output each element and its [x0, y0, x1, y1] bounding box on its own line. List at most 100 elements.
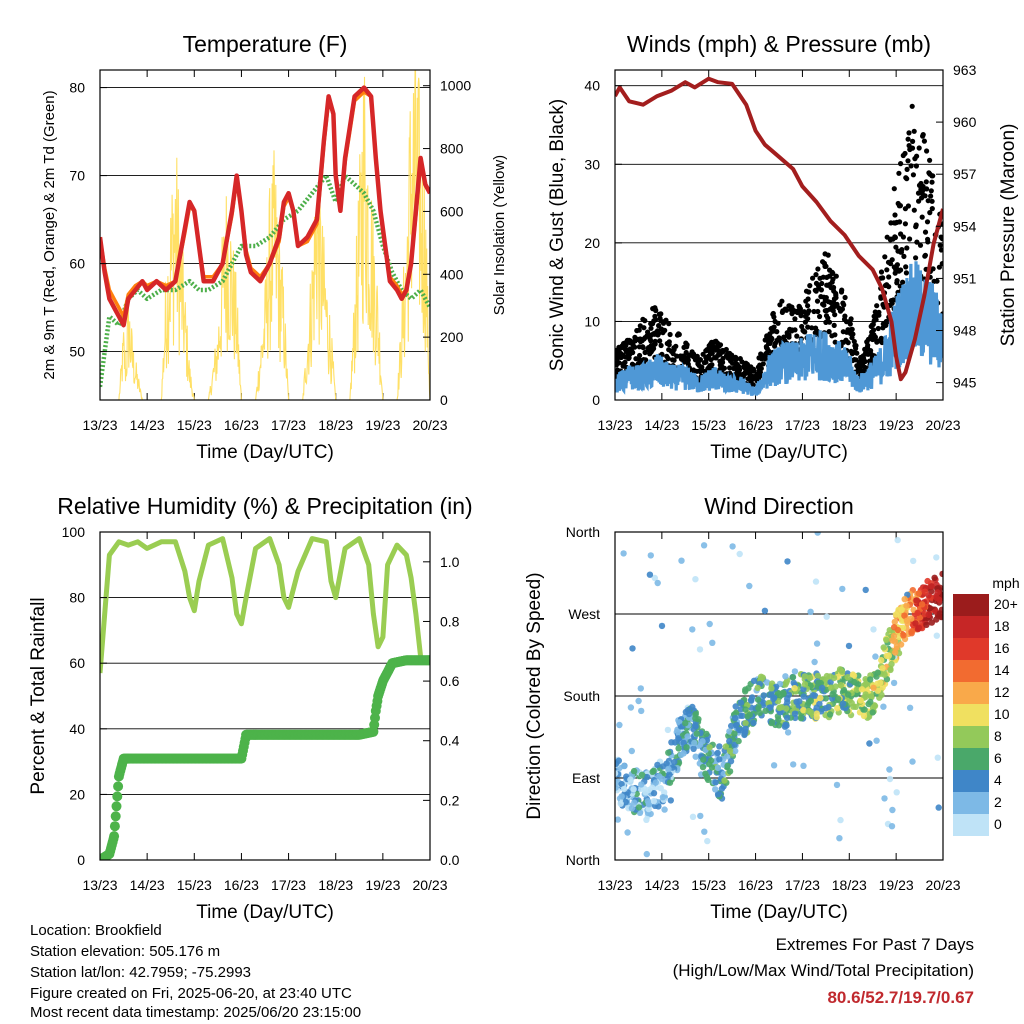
gust-point	[910, 138, 916, 144]
direction-point	[775, 689, 782, 697]
direction-point	[693, 730, 700, 737]
plot-frame	[614, 69, 944, 401]
extremes-title: Extremes For Past 7 Days	[775, 935, 974, 954]
gust-point	[809, 325, 815, 331]
direction-point	[683, 744, 690, 751]
direction-point	[885, 652, 892, 659]
gust-point	[637, 336, 643, 342]
y-tick-label: West	[568, 606, 600, 622]
y2-tick-label: 0.6	[440, 673, 460, 689]
y-axis-label: Percent & Total Rainfall	[28, 597, 49, 794]
gust-point	[832, 339, 838, 345]
y-tick-label: 20	[69, 786, 85, 802]
direction-point	[867, 676, 874, 683]
direction-point	[892, 611, 900, 618]
direction-point	[709, 639, 716, 646]
gust-point	[927, 157, 933, 163]
gust-point	[927, 171, 933, 177]
y2-tick-label: 945	[953, 375, 977, 391]
gust-point	[908, 163, 914, 169]
direction-point	[696, 646, 704, 653]
direction-point	[764, 679, 771, 686]
direction-point	[791, 685, 798, 692]
gust-point	[829, 279, 835, 285]
direction-point	[800, 686, 807, 693]
direction-point	[890, 679, 898, 687]
direction-point	[675, 745, 682, 752]
gust-point	[813, 280, 820, 286]
gust-point	[799, 323, 805, 330]
gust-point	[819, 280, 825, 287]
direction-point	[749, 694, 756, 701]
gust-point	[652, 313, 658, 319]
info-timestamp: Most recent data timestamp: 2025/06/20 2…	[30, 1004, 362, 1021]
gust-point	[913, 163, 920, 169]
gust-point	[826, 329, 832, 335]
direction-point	[891, 618, 898, 626]
gust-point	[843, 337, 849, 343]
gust-point	[904, 166, 910, 172]
direction-point	[729, 543, 736, 550]
colorbar-swatch	[953, 770, 989, 792]
direction-point	[775, 722, 783, 729]
plot-frame	[99, 69, 431, 401]
gust-point	[733, 354, 739, 360]
direction-point	[727, 758, 735, 765]
direction-point	[703, 730, 710, 738]
direction-point	[936, 610, 943, 617]
direction-point	[826, 711, 834, 718]
direction-point	[691, 739, 698, 747]
gust-point	[921, 138, 928, 144]
direction-point	[754, 684, 761, 692]
gust-point	[807, 283, 813, 289]
gust-point	[939, 261, 943, 267]
direction-point	[652, 779, 659, 786]
direction-point	[791, 668, 799, 675]
colorbar-label: 4	[994, 772, 1002, 788]
panel-4: Wind Direction 13/23 14/23 15/23 16/23 17/23 1…	[524, 493, 1020, 923]
direction-point	[848, 699, 855, 707]
gust-point	[864, 344, 871, 351]
gust-point	[848, 327, 854, 333]
gust-point	[884, 234, 890, 240]
y-tick-label: 40	[69, 721, 85, 737]
direction-point	[750, 719, 757, 727]
colorbar-label: 6	[994, 750, 1002, 766]
y-tick-label: 60	[69, 655, 85, 671]
rainfall-point	[425, 655, 430, 666]
direction-point	[839, 585, 846, 593]
direction-point	[644, 798, 652, 805]
gust-point	[924, 148, 930, 154]
gust-point	[823, 319, 829, 325]
gust-point	[815, 266, 821, 272]
x-tick-label: 13/23	[82, 417, 117, 433]
y2-tick-label: 963	[953, 62, 977, 78]
direction-point	[692, 723, 699, 730]
gust-point	[873, 313, 880, 319]
gust-point	[622, 359, 628, 365]
rainfall-point	[109, 831, 120, 842]
direction-point	[915, 590, 922, 597]
series-solar-insolation	[100, 70, 430, 400]
extremes-values: 80.6/52.7/19.7/0.67	[827, 988, 974, 1007]
direction-point	[700, 542, 708, 549]
direction-point	[835, 695, 842, 703]
y2-tick-label: 960	[953, 114, 977, 130]
gust-point	[709, 350, 715, 356]
direction-point	[933, 632, 940, 639]
direction-point	[782, 673, 789, 680]
gust-point	[811, 308, 817, 315]
direction-point	[908, 628, 915, 635]
direction-point	[806, 674, 814, 681]
direction-point	[845, 642, 853, 650]
direction-point	[784, 558, 791, 565]
direction-point	[692, 576, 699, 583]
gust-point	[833, 292, 839, 298]
gust-point	[632, 344, 638, 350]
direction-point	[665, 749, 672, 756]
gust-point	[801, 328, 807, 334]
direction-point	[624, 829, 631, 836]
gust-point	[729, 360, 736, 366]
direction-point	[622, 798, 629, 806]
direction-point	[621, 785, 628, 793]
